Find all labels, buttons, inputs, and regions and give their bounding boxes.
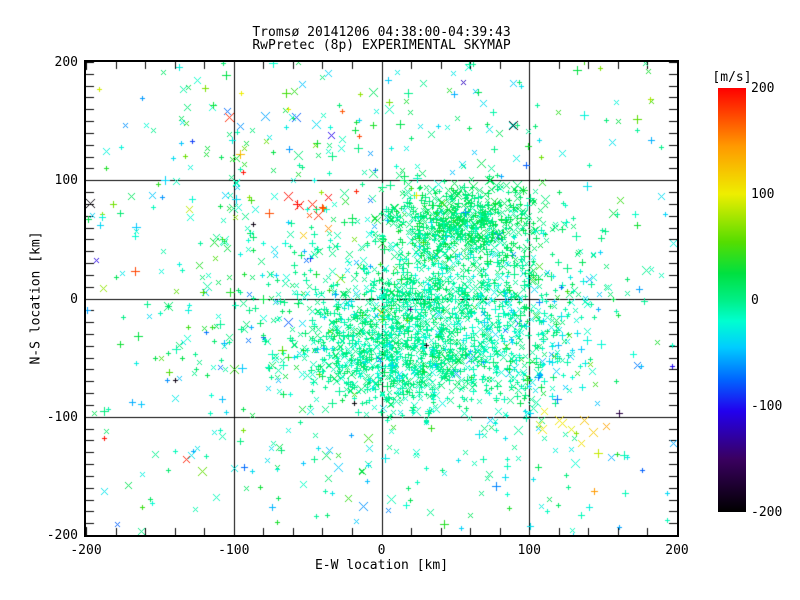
plot-subtitle: RwPretec (8p) EXPERIMENTAL SKYMAP [252,38,511,53]
plot-frame [84,60,679,537]
x-tick-label: 200 [665,543,689,558]
colorbar-tick-label: 200 [751,81,775,96]
y-tick-label: 200 [54,55,78,70]
colorbar-gradient [718,88,746,512]
y-tick-label: 0 [70,291,78,307]
y-tick-label: -100 [46,409,78,425]
y-tick-label: 100 [54,173,78,189]
x-axis-title: E-W location [km] [314,558,449,573]
x-tick-label: -100 [218,543,250,558]
colorbar-unit-label: [m/s] [712,70,752,85]
colorbar-tick-label: 100 [751,187,775,202]
x-tick-label: 0 [377,543,386,558]
colorbar-tick-label: 0 [751,293,759,308]
colorbar-tick-label: -200 [751,505,783,520]
scatter-canvas [86,62,677,535]
x-tick-label: -200 [70,543,102,558]
y-tick-label: -200 [46,528,78,543]
x-tick-label: 100 [517,543,541,558]
colorbar-tick-label: -100 [751,399,783,414]
plot-title: Tromsø 20141206 04:38:00-04:39:43 [252,25,511,40]
